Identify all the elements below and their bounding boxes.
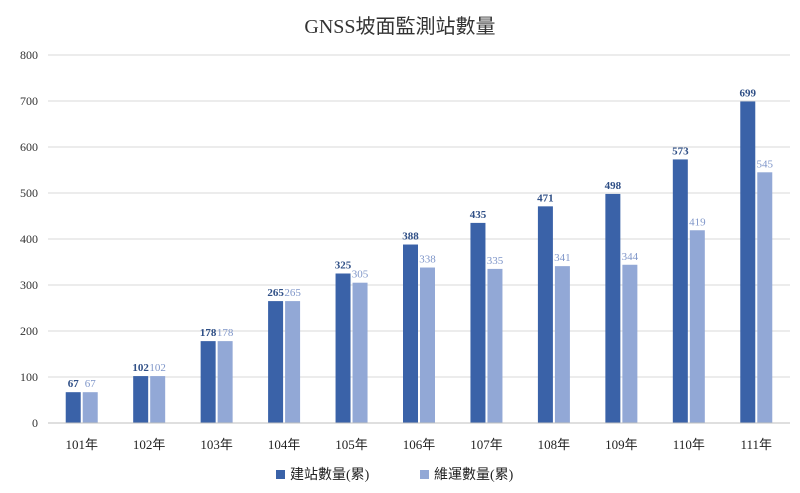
data-label: 341	[554, 252, 571, 264]
chart-title: GNSS坡面監測站數量	[304, 15, 495, 38]
y-axis-ticks: 0 100 200 300 400 500 600 700 800	[20, 48, 38, 430]
bar-series-2	[554, 266, 570, 423]
bar-series-1	[470, 222, 486, 423]
y-tick-label: 600	[20, 140, 38, 154]
x-category-label: 110年	[673, 437, 705, 452]
gridlines	[48, 54, 790, 378]
data-label: 388	[402, 231, 419, 243]
bar-series-1	[133, 376, 149, 423]
bar-series-1	[335, 273, 351, 423]
bar-series-2	[757, 172, 773, 423]
y-tick-label: 700	[20, 94, 38, 108]
bar-series-1	[200, 341, 216, 423]
data-label: 305	[352, 269, 369, 281]
bar-series-1	[403, 244, 418, 423]
x-category-label: 105年	[335, 437, 368, 452]
x-category-label: 103年	[200, 437, 233, 452]
data-label: 471	[537, 192, 554, 204]
data-label: 338	[419, 254, 436, 266]
data-label: 178	[217, 327, 234, 339]
data-label: 325	[335, 260, 352, 272]
y-tick-label: 100	[20, 370, 38, 384]
y-tick-label: 800	[20, 48, 38, 62]
bar-series-2	[689, 230, 705, 423]
data-label: 102	[149, 362, 166, 374]
bars	[65, 101, 773, 424]
bar-series-1	[672, 159, 688, 424]
data-label: 573	[672, 145, 689, 157]
legend: 建站數量(累) 維運數量(累)	[276, 467, 514, 483]
bar-series-1	[605, 193, 621, 423]
y-tick-label: 0	[32, 416, 38, 430]
bar-series-2	[285, 301, 301, 423]
legend-swatch	[276, 470, 285, 479]
data-label: 699	[740, 87, 757, 99]
y-tick-label: 500	[20, 186, 38, 200]
data-label: 102	[132, 362, 149, 374]
data-label: 344	[622, 251, 639, 263]
data-label: 265	[284, 287, 301, 299]
data-label: 545	[757, 158, 774, 170]
bar-series-2	[420, 267, 435, 423]
x-axis-categories: 101年 102年 103年 104年 105年 106年 107年 108年 109年 110年…	[65, 437, 772, 452]
y-tick-label: 200	[20, 324, 38, 338]
data-label: 178	[200, 327, 217, 339]
x-category-label: 104年	[268, 437, 301, 452]
bar-series-1	[65, 392, 81, 423]
x-category-label: 109年	[605, 437, 638, 452]
data-label: 419	[689, 216, 706, 228]
data-label: 335	[487, 255, 504, 267]
y-tick-label: 400	[20, 232, 38, 246]
data-label: 498	[605, 180, 622, 192]
data-label: 435	[470, 209, 487, 221]
data-label: 67	[85, 378, 97, 390]
legend-swatch	[420, 470, 429, 479]
x-category-label: 106年	[403, 437, 436, 452]
bar-series-1	[268, 301, 284, 423]
x-category-label: 107年	[470, 437, 503, 452]
bar-series-2	[622, 264, 638, 423]
bar-series-2	[217, 341, 233, 423]
bar-series-1	[537, 206, 553, 423]
bar-series-1	[740, 101, 756, 424]
bar-series-2	[352, 282, 368, 423]
bar-series-2	[150, 376, 166, 423]
x-category-label: 108年	[538, 437, 571, 452]
x-category-label: 102年	[133, 437, 166, 452]
y-tick-label: 300	[20, 278, 38, 292]
bar-series-2	[82, 392, 98, 423]
data-label: 67	[68, 378, 80, 390]
legend-label: 建站數量(累)	[290, 467, 370, 483]
data-label: 265	[267, 287, 284, 299]
bar-series-2	[487, 268, 503, 423]
x-category-label: 101年	[65, 437, 98, 452]
legend-label: 維運數量(累)	[434, 467, 514, 483]
x-category-label: 111年	[740, 437, 772, 452]
